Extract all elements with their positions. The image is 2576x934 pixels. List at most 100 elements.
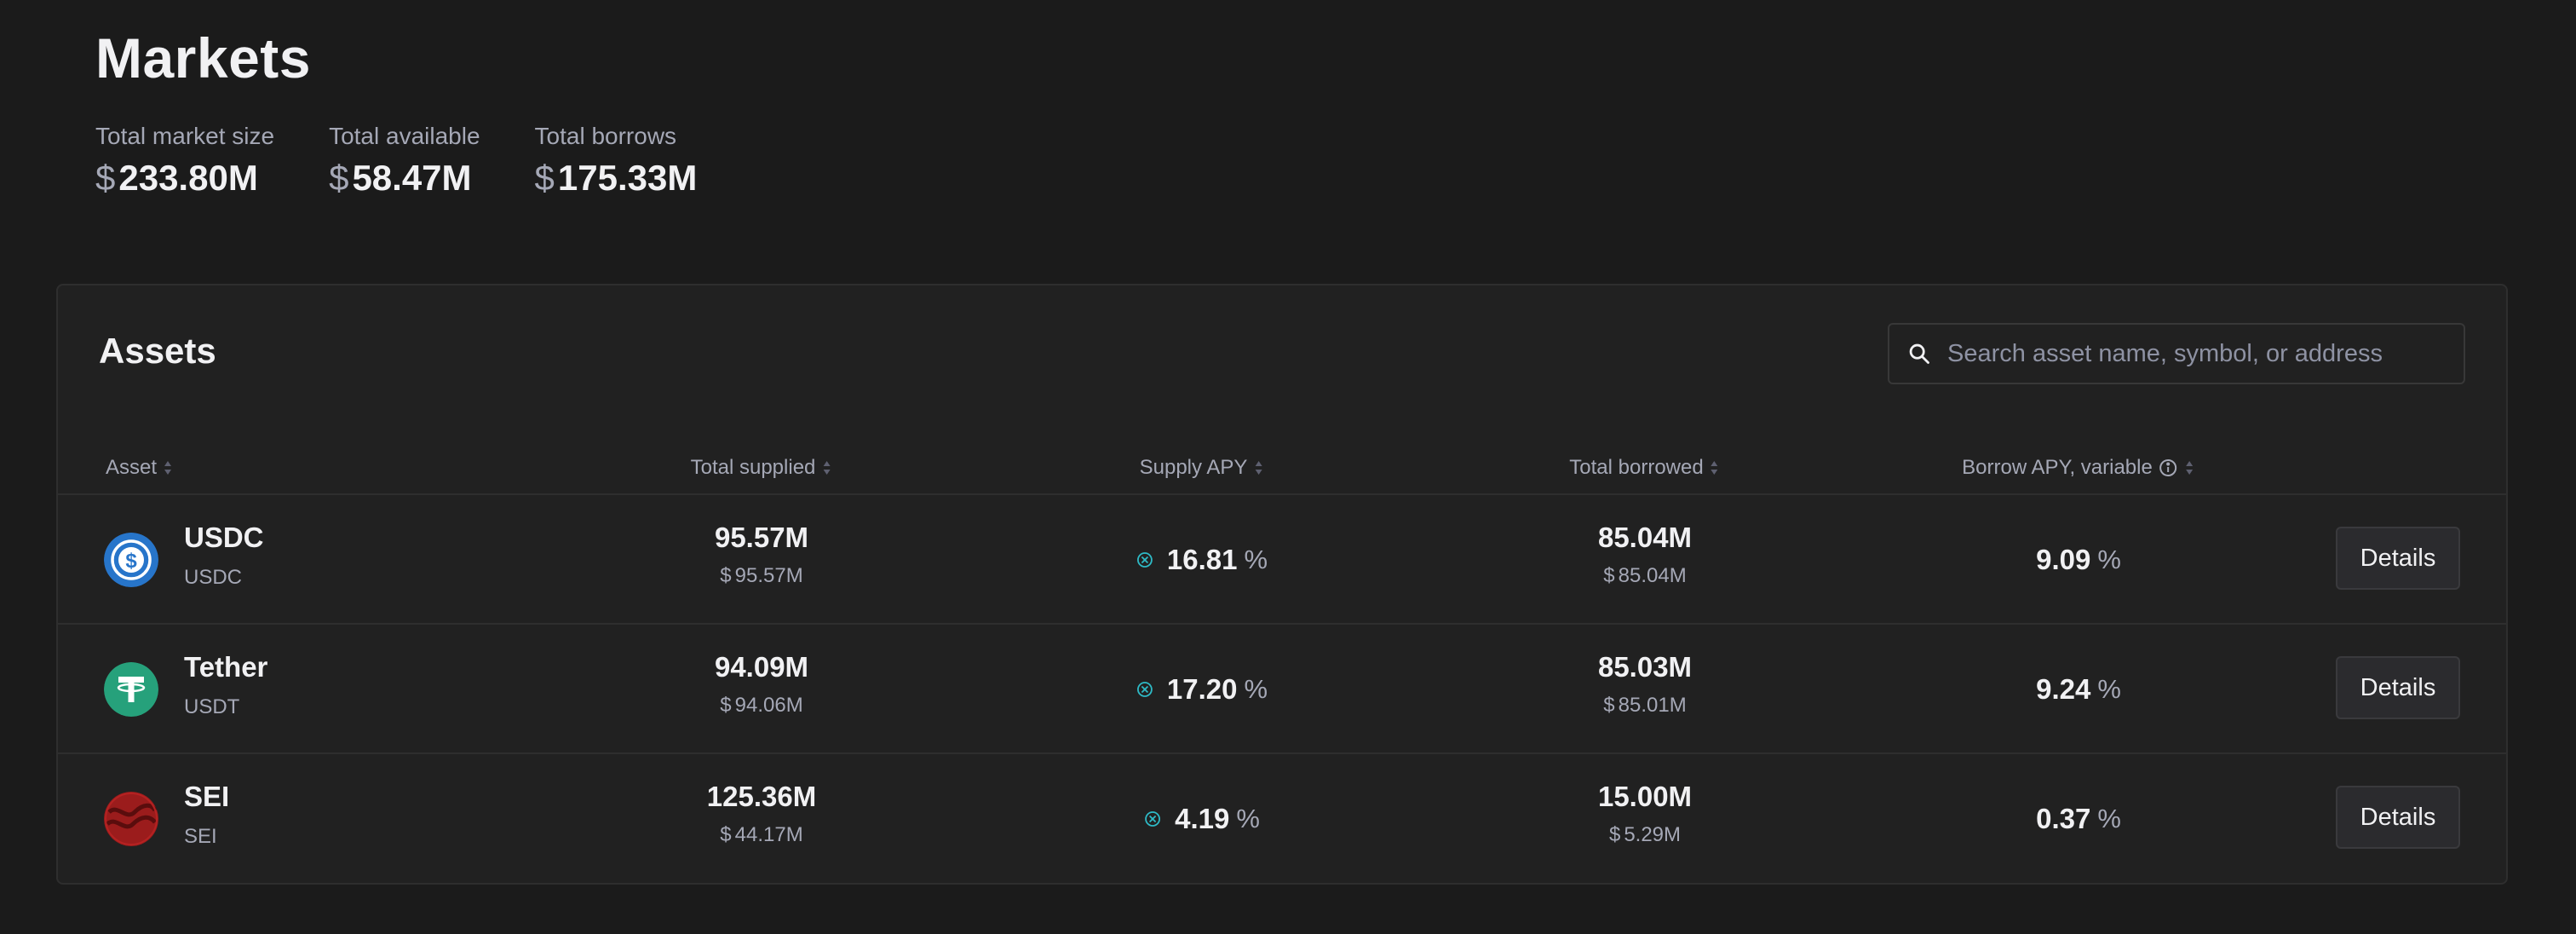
info-icon[interactable]: [2158, 458, 2178, 478]
currency-symbol: $: [1603, 564, 1615, 587]
stat-label: Total available: [329, 123, 480, 149]
table-header: Asset Total supplied Supply APY Total bo…: [58, 453, 2506, 495]
sort-icon: [162, 458, 174, 477]
incentive-icon[interactable]: [1136, 551, 1153, 568]
asset-symbol: SEI: [184, 825, 217, 848]
stat-total-available: Total available $58.47M: [329, 119, 480, 199]
usd-amount: 95.57M: [734, 564, 803, 587]
borrow-apy-value: 9.09: [2036, 544, 2091, 575]
percent-symbol: %: [1236, 804, 1260, 833]
percent-symbol: %: [1244, 545, 1268, 574]
supply-apy-value: 16.81: [1166, 544, 1238, 575]
assets-card: Assets Asset Total supplied Supply APY T…: [56, 284, 2508, 885]
sort-icon: [1252, 458, 1264, 477]
column-header-borrow-apy[interactable]: Borrow APY, variable: [1962, 456, 2195, 480]
supply-apy-cell: 4.19 %: [1144, 802, 1260, 836]
search-box[interactable]: [1888, 323, 2465, 384]
supply-apy-value: 4.19: [1175, 803, 1230, 834]
percent-symbol: %: [2097, 674, 2121, 704]
column-label: Asset: [106, 456, 158, 479]
total-borrowed-usd: $85.04M: [1598, 563, 1692, 589]
usd-amount: 44.17M: [734, 823, 803, 846]
svg-text:$: $: [125, 550, 137, 573]
total-borrowed-value: 15.00M: [1597, 781, 1693, 812]
asset-name: Tether: [184, 651, 268, 683]
stat-total-market-size: Total market size $233.80M: [95, 119, 274, 199]
asset-symbol: USDC: [184, 566, 243, 589]
total-supplied-value: 95.57M: [714, 522, 809, 553]
percent-symbol: %: [2097, 804, 2121, 833]
column-header-total-supplied[interactable]: Total supplied: [691, 456, 833, 480]
usd-amount: 85.04M: [1618, 564, 1687, 587]
column-label: Supply APY: [1139, 456, 1248, 479]
sort-icon: [2183, 458, 2195, 477]
total-supplied-usd: $95.57M: [715, 563, 808, 589]
details-button[interactable]: Details: [2336, 527, 2460, 590]
column-header-supply-apy[interactable]: Supply APY: [1140, 456, 1265, 480]
column-header-total-borrowed[interactable]: Total borrowed: [1569, 456, 1720, 480]
column-header-asset[interactable]: Asset: [106, 456, 174, 480]
total-borrowed-usd: $5.29M: [1598, 822, 1692, 848]
column-label: Borrow APY, variable: [1962, 456, 2153, 479]
total-borrowed-usd: $85.01M: [1598, 693, 1692, 718]
borrow-apy-value: 9.24: [2036, 673, 2091, 705]
borrow-apy-value: 0.37: [2036, 803, 2091, 834]
currency-symbol: $: [534, 158, 555, 198]
table-row[interactable]: Tether USDT 94.09M $94.06M 17.20 % 85.03…: [58, 625, 2506, 754]
table-row[interactable]: SEI SEI 125.36M $44.17M 4.19 % 15.00M $5…: [58, 754, 2506, 884]
borrow-apy-cell: 0.37 %: [2036, 802, 2121, 836]
total-supplied-value: 125.36M: [706, 781, 817, 812]
asset-name: USDC: [184, 522, 264, 553]
stat-value: $175.33M: [535, 157, 698, 199]
details-button[interactable]: Details: [2336, 656, 2460, 719]
currency-symbol: $: [329, 158, 349, 198]
percent-symbol: %: [1244, 674, 1268, 704]
currency-symbol: $: [720, 564, 732, 587]
search-input[interactable]: [1946, 338, 2452, 369]
currency-symbol: $: [95, 158, 116, 198]
sort-icon: [820, 458, 832, 477]
total-supplied-value: 94.09M: [714, 651, 809, 683]
tether-icon: [104, 662, 158, 717]
total-borrowed-cell: 85.03M $85.01M: [1598, 650, 1692, 718]
currency-symbol: $: [1608, 823, 1621, 846]
page-title: Markets: [95, 26, 311, 89]
supply-apy-cell: 17.20 %: [1136, 672, 1268, 706]
total-supplied-cell: 125.36M $44.17M: [707, 780, 816, 848]
stat-amount: 58.47M: [352, 158, 472, 198]
usd-amount: 5.29M: [1624, 823, 1682, 846]
stat-amount: 233.80M: [118, 158, 258, 198]
currency-symbol: $: [720, 823, 732, 846]
sei-icon: [104, 792, 158, 846]
column-label: Total supplied: [690, 456, 816, 479]
currency-symbol: $: [720, 694, 732, 717]
incentive-icon[interactable]: [1144, 810, 1161, 827]
market-stats: Total market size $233.80M Total availab…: [95, 119, 697, 199]
supply-apy-value: 17.20: [1166, 673, 1238, 705]
usd-amount: 94.06M: [734, 694, 803, 717]
details-button[interactable]: Details: [2336, 786, 2460, 849]
total-borrowed-cell: 15.00M $5.29M: [1598, 780, 1692, 848]
total-supplied-cell: 95.57M $95.57M: [715, 521, 808, 589]
total-borrowed-cell: 85.04M $85.04M: [1598, 521, 1692, 589]
incentive-icon[interactable]: [1136, 681, 1153, 698]
search-icon: [1905, 339, 1934, 368]
stat-label: Total borrows: [534, 123, 677, 149]
table-row[interactable]: $ USDC USDC 95.57M $95.57M 16.81 % 85.04…: [58, 495, 2506, 625]
usd-amount: 85.01M: [1618, 694, 1687, 717]
borrow-apy-cell: 9.24 %: [2036, 672, 2121, 706]
total-supplied-usd: $94.06M: [715, 693, 808, 718]
total-supplied-cell: 94.09M $94.06M: [715, 650, 808, 718]
currency-symbol: $: [1603, 694, 1615, 717]
total-borrowed-value: 85.04M: [1597, 522, 1693, 553]
supply-apy-cell: 16.81 %: [1136, 543, 1268, 577]
column-label: Total borrowed: [1569, 456, 1704, 479]
stat-value: $233.80M: [95, 157, 274, 199]
stat-value: $58.47M: [329, 157, 480, 199]
assets-title: Assets: [99, 331, 216, 371]
sort-icon: [1709, 458, 1721, 477]
stat-label: Total market size: [95, 123, 275, 149]
asset-name: SEI: [184, 781, 230, 812]
percent-symbol: %: [2097, 545, 2121, 574]
